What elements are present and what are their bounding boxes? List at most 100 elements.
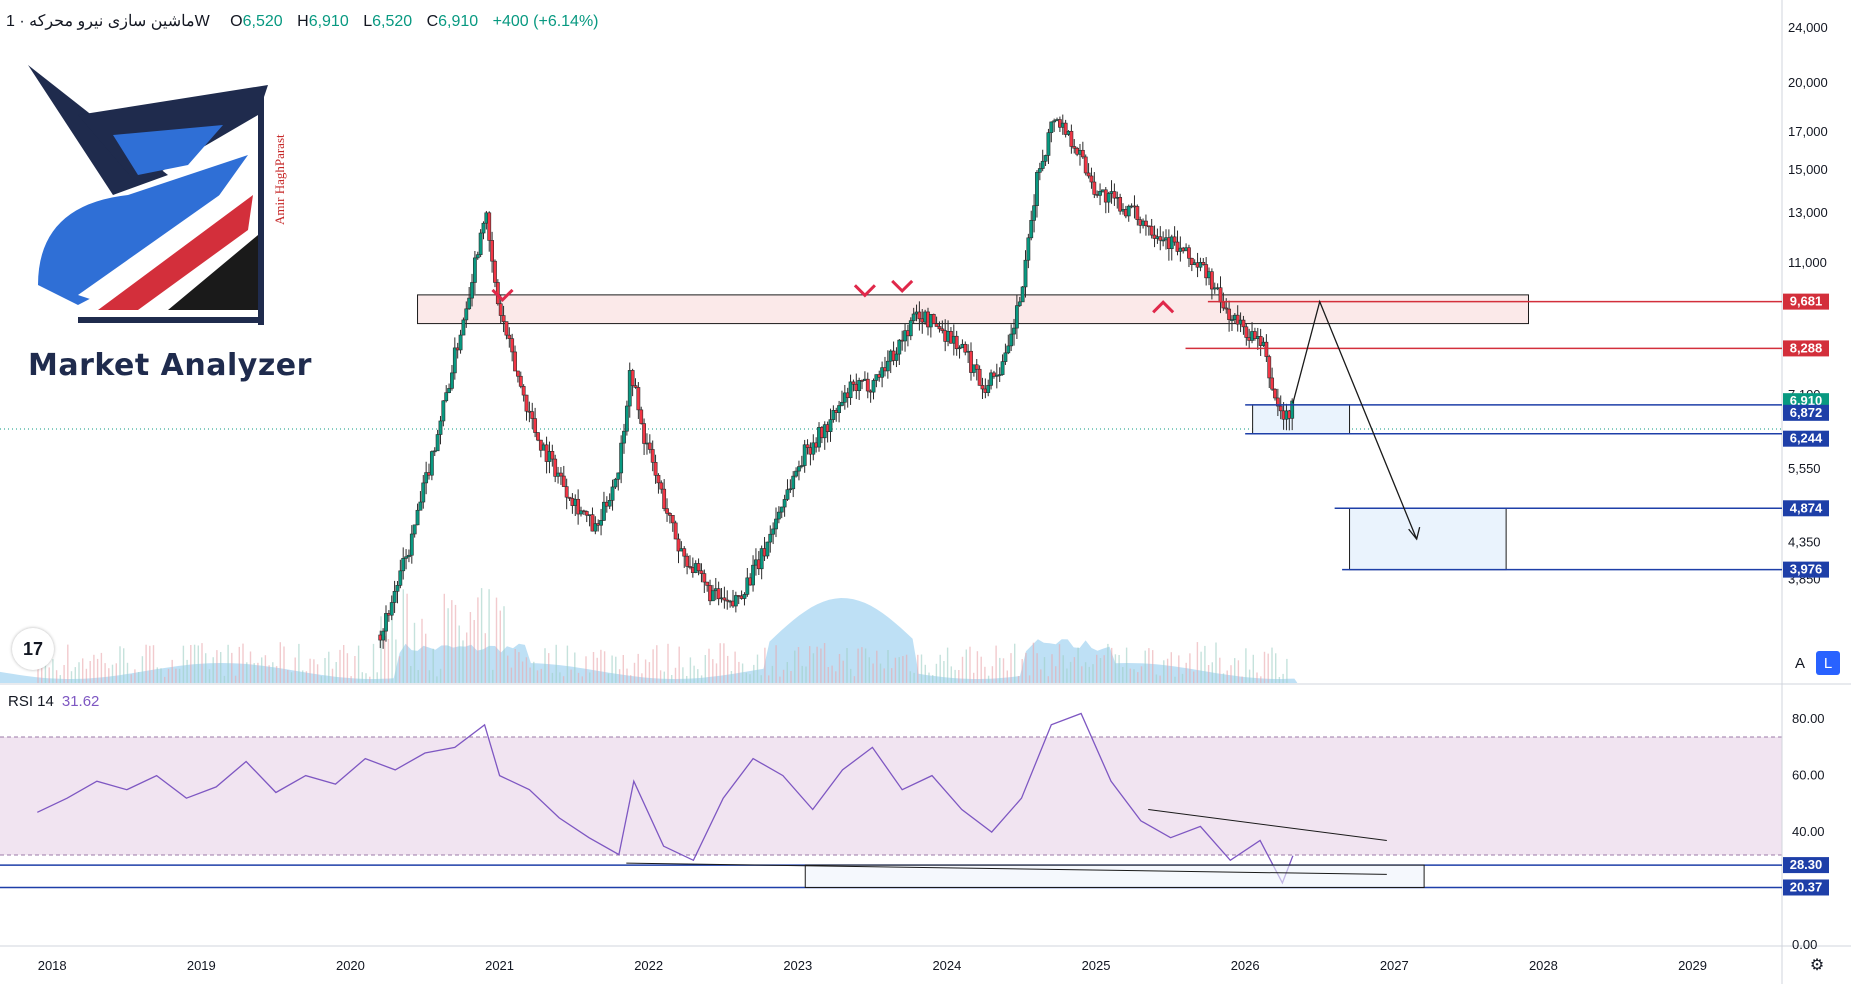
rsi-value: 31.62 [61, 693, 100, 710]
volume-bar [562, 676, 565, 683]
volume-bar [428, 670, 431, 683]
candle-body [504, 321, 509, 336]
candle-body [1017, 301, 1022, 306]
volume-bar [1032, 642, 1035, 683]
volume-bar [119, 646, 121, 683]
volume-bar [134, 669, 136, 683]
candle-body [510, 338, 515, 353]
x-tick-label: 2028 [1529, 958, 1558, 973]
price-tag [1783, 404, 1829, 421]
volume-bar [816, 646, 818, 683]
rsi-layer [0, 712, 1782, 889]
rsi-header[interactable]: RSI 14 31.62 [8, 693, 99, 710]
volume-bar [1286, 658, 1288, 683]
volume-bar [283, 646, 285, 683]
candle-body [650, 449, 655, 463]
rsi-level-tag [1783, 857, 1829, 874]
candle-body [1267, 356, 1272, 379]
y-tick-label: 17,000 [1788, 124, 1828, 139]
candle-body [857, 380, 862, 392]
volume-bar [1014, 643, 1016, 683]
candle-body [493, 260, 497, 283]
volume-bar [231, 652, 233, 683]
candle-body [1175, 241, 1180, 252]
rsi-trendline-1 [626, 862, 1387, 875]
candle-body [435, 434, 440, 452]
candle-body [940, 328, 945, 331]
volume-bar [395, 639, 397, 683]
settings-icon[interactable]: ⚙ [1809, 957, 1825, 974]
log-scale-button[interactable]: L [1816, 651, 1840, 675]
volume-bar [380, 616, 382, 683]
volume-bar [656, 645, 658, 683]
volume-bar [615, 656, 617, 683]
candle-body [627, 370, 632, 407]
volume-bar [1260, 676, 1262, 683]
auto-scale-button[interactable]: A [1788, 651, 1812, 675]
candle-body [1204, 264, 1209, 279]
candle-body [774, 518, 778, 530]
volume-bar [350, 676, 352, 683]
volume-bar [272, 662, 274, 683]
volume-bar [1017, 676, 1020, 683]
volume-bar [999, 657, 1001, 683]
volume-bar [894, 657, 897, 683]
candle-body [461, 319, 466, 336]
resistance-marker-icon [491, 288, 514, 303]
volume-bar [37, 666, 39, 683]
candle-body [415, 509, 420, 526]
volume-bar [1278, 677, 1281, 683]
volume-bar [454, 604, 457, 683]
volume-bar [320, 676, 322, 683]
candle-body [699, 570, 704, 574]
volume-bar [1129, 668, 1131, 683]
volume-bar [55, 670, 58, 683]
candle-body [470, 282, 474, 299]
volume-bar [249, 651, 252, 683]
tradingview-logo-icon[interactable]: 17 [12, 628, 54, 670]
symbol-name[interactable]: ماشین سازی نیرو محرکه · 1W [6, 13, 210, 30]
volume-bar [141, 656, 144, 683]
candle-body [576, 498, 581, 515]
volume-bar [302, 670, 304, 683]
volume-bar [123, 648, 125, 683]
candle-body [1270, 377, 1275, 390]
price-tag-label: 6,910 [1790, 393, 1823, 408]
volume-bar [48, 667, 50, 683]
low-value: 6,520 [372, 13, 413, 30]
candle-body [579, 510, 583, 515]
candle-body [659, 482, 664, 490]
volume-bar [1189, 653, 1191, 683]
rsi-trendline-0 [1148, 808, 1387, 842]
candle-body [937, 326, 942, 330]
volume-bar [574, 652, 576, 683]
volume-bar [447, 608, 449, 683]
volume-bar [984, 666, 986, 683]
volume-bar [197, 645, 199, 683]
volume-bar [607, 673, 610, 683]
volume-bar [630, 675, 632, 683]
volume-bar [775, 645, 777, 683]
volume-bar [484, 633, 486, 683]
volume-bar [343, 645, 345, 683]
volume-layer [0, 588, 1298, 683]
volume-bar [328, 651, 330, 683]
candle-body [811, 442, 816, 455]
volume-bar [682, 667, 684, 683]
price-tag-label: 6,244 [1790, 431, 1823, 446]
volume-bar [689, 657, 692, 683]
volume-bar [753, 664, 755, 683]
volume-bar [1051, 654, 1053, 683]
volume-bar [905, 654, 908, 683]
volume-bar [130, 674, 132, 683]
volume-bar [164, 676, 166, 683]
volume-bar [1275, 653, 1277, 683]
rsi-line [37, 712, 1294, 885]
candle-body [745, 577, 750, 595]
volume-bar [958, 670, 960, 683]
volume-bar [950, 666, 952, 683]
candle-body [911, 313, 916, 321]
candle-body [1003, 352, 1008, 362]
volume-bar [917, 654, 919, 683]
volume-bar [1062, 655, 1064, 683]
